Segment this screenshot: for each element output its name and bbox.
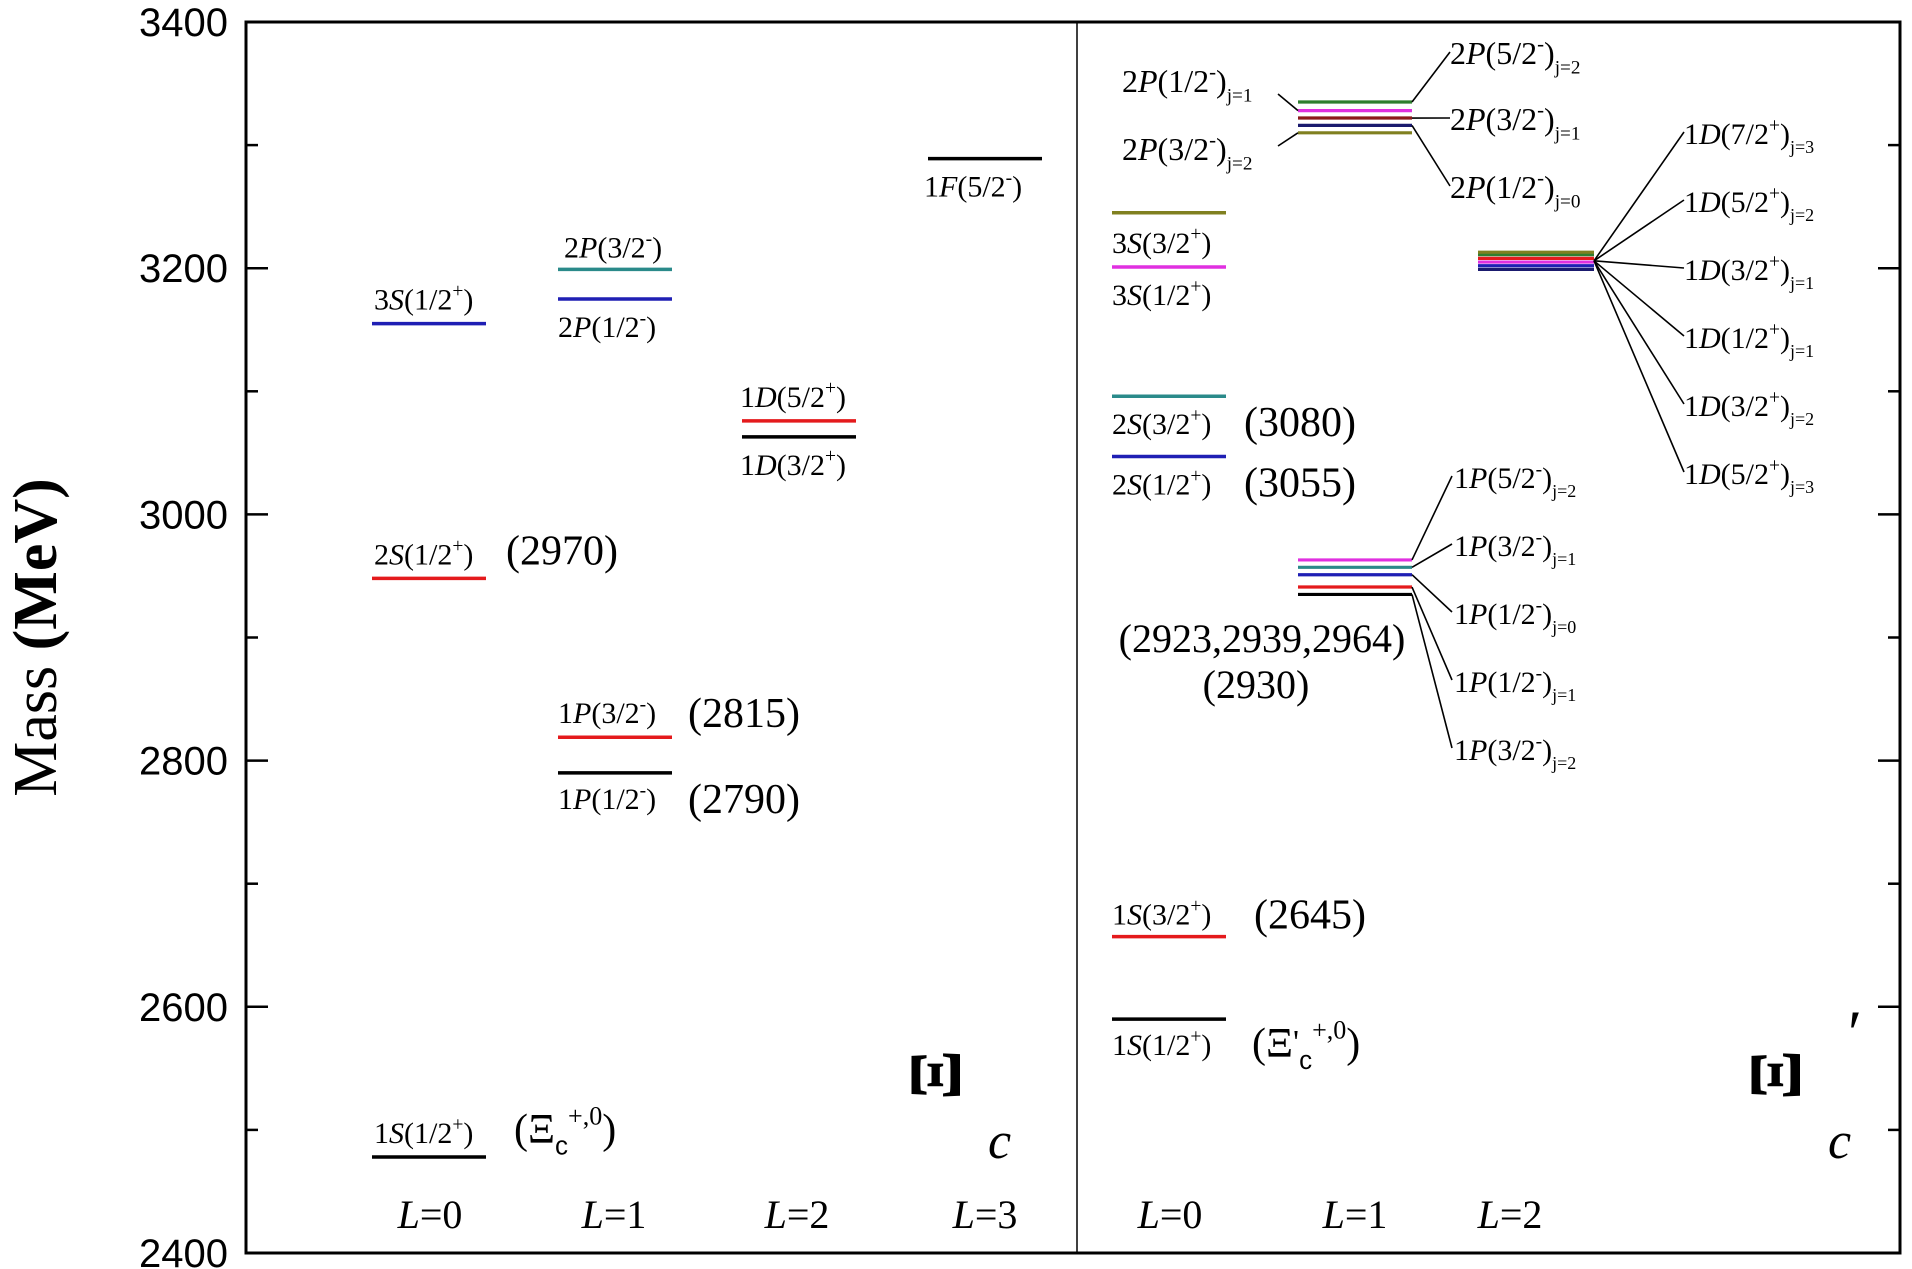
state-label: 1P(3/2-) [558, 695, 656, 731]
state-label: 3S(1/2+) [1112, 276, 1211, 312]
y-tick-label: 3400 [139, 1, 228, 45]
exp-label: (2815) [688, 691, 800, 737]
plot-border [244, 20, 1902, 1255]
exp-label: (Ξc+,0) [514, 1102, 616, 1161]
exp-label: (2790) [688, 777, 800, 823]
state-label: 3S(1/2+) [374, 281, 473, 317]
exp-label: (3055) [1244, 461, 1356, 507]
state-label: 1D(5/2+) [740, 378, 846, 414]
state-label: 1D(3/2+) [740, 446, 846, 482]
column-label: L=1 [1322, 1192, 1388, 1237]
annotation-label: 1P(1/2-)j=0 [1454, 595, 1576, 637]
annotation-label: 1P(3/2-)j=2 [1454, 731, 1576, 773]
annotation-label: 2P(5/2-)j=2 [1450, 33, 1580, 79]
panel-title-xi-c-subscript: c [988, 1113, 1011, 1170]
exp-label: (2970) [506, 528, 618, 574]
state-label: 3S(3/2+) [1112, 224, 1211, 260]
leader-line [1593, 199, 1685, 262]
plot-frame [244, 20, 1902, 1255]
state-label: 1S(1/2+) [374, 1114, 473, 1150]
annotation-label: 1D(5/2+)j=3 [1684, 455, 1814, 497]
column-label: L=2 [1477, 1192, 1543, 1237]
leader-line [1593, 260, 1685, 337]
leader-lines [1277, 51, 1685, 749]
leader-line [1411, 124, 1451, 187]
panel-title-xi-c: Ξ [895, 1050, 977, 1100]
annotation-label: 1P(1/2-)j=1 [1454, 663, 1576, 705]
state-label: 2P(1/2-) [558, 308, 656, 344]
energy-levels [372, 100, 1594, 1159]
group-label: (2930) [1203, 662, 1310, 707]
leader-line [1411, 594, 1453, 749]
y-tick-label: 3000 [139, 493, 228, 537]
leader-line [1593, 260, 1685, 269]
leader-line [1411, 475, 1453, 561]
y-tick-label: 2400 [139, 1232, 228, 1269]
column-label: L=2 [764, 1192, 830, 1237]
panel-title-xi-prime-c: Ξ [1735, 1050, 1817, 1100]
annotation-label: 2P(3/2-)j=2 [1122, 129, 1252, 175]
annotation-label: 1P(5/2-)j=2 [1454, 459, 1576, 501]
state-label: 2S(1/2+) [374, 536, 473, 572]
leader-line [1411, 586, 1453, 681]
annotation-label: 1D(5/2+)j=2 [1684, 183, 1814, 225]
annotation-label: 1D(1/2+)j=1 [1684, 319, 1814, 361]
leader-line [1277, 132, 1299, 147]
annotation-label: 2P(3/2-)j=1 [1450, 99, 1580, 145]
annotation-label: 2P(1/2-)j=1 [1122, 61, 1252, 107]
y-tick-label: 2600 [139, 986, 228, 1030]
panel-title-xi-prime-c-prime: ′ [1848, 997, 1862, 1068]
state-label: 1S(1/2+) [1112, 1027, 1211, 1063]
exp-label: (3080) [1244, 400, 1356, 446]
leader-line [1411, 51, 1451, 103]
y-axis-label: Mass (MeV) [2, 478, 70, 797]
annotation-label: 1P(3/2-)j=1 [1454, 527, 1576, 569]
annotation-label: 1D(3/2+)j=1 [1684, 251, 1814, 293]
state-label: 2S(1/2+) [1112, 466, 1211, 502]
leader-line [1593, 260, 1685, 405]
column-label: L=1 [581, 1192, 647, 1237]
state-label: 2S(3/2+) [1112, 406, 1211, 442]
annotation-label: 1D(7/2+)j=3 [1684, 115, 1814, 157]
exp-label: (2645) [1254, 893, 1366, 939]
y-tick-label: 2800 [139, 740, 228, 784]
column-label: L=3 [952, 1192, 1018, 1237]
annotation-label: 2P(1/2-)j=0 [1450, 167, 1580, 213]
state-label: 1S(3/2+) [1112, 896, 1211, 932]
y-tick-label: 3200 [139, 247, 228, 291]
state-label: 1F(5/2-) [924, 168, 1022, 204]
panel-title-xi-prime-c-subscript: c [1828, 1113, 1851, 1170]
state-label: 2P(3/2-) [564, 229, 662, 265]
group-label: (2923,2939,2964) [1119, 616, 1406, 661]
leader-line [1593, 131, 1685, 262]
leader-line [1411, 574, 1453, 613]
leader-line [1593, 260, 1685, 473]
annotation-label: 1D(3/2+)j=2 [1684, 387, 1814, 429]
state-label: 1P(1/2-) [558, 780, 656, 816]
leader-line [1411, 543, 1453, 569]
column-label: L=0 [1137, 1192, 1203, 1237]
leader-line [1277, 93, 1299, 112]
exp-label: (Ξ'c+,0) [1252, 1016, 1360, 1075]
column-label: L=0 [397, 1192, 463, 1237]
